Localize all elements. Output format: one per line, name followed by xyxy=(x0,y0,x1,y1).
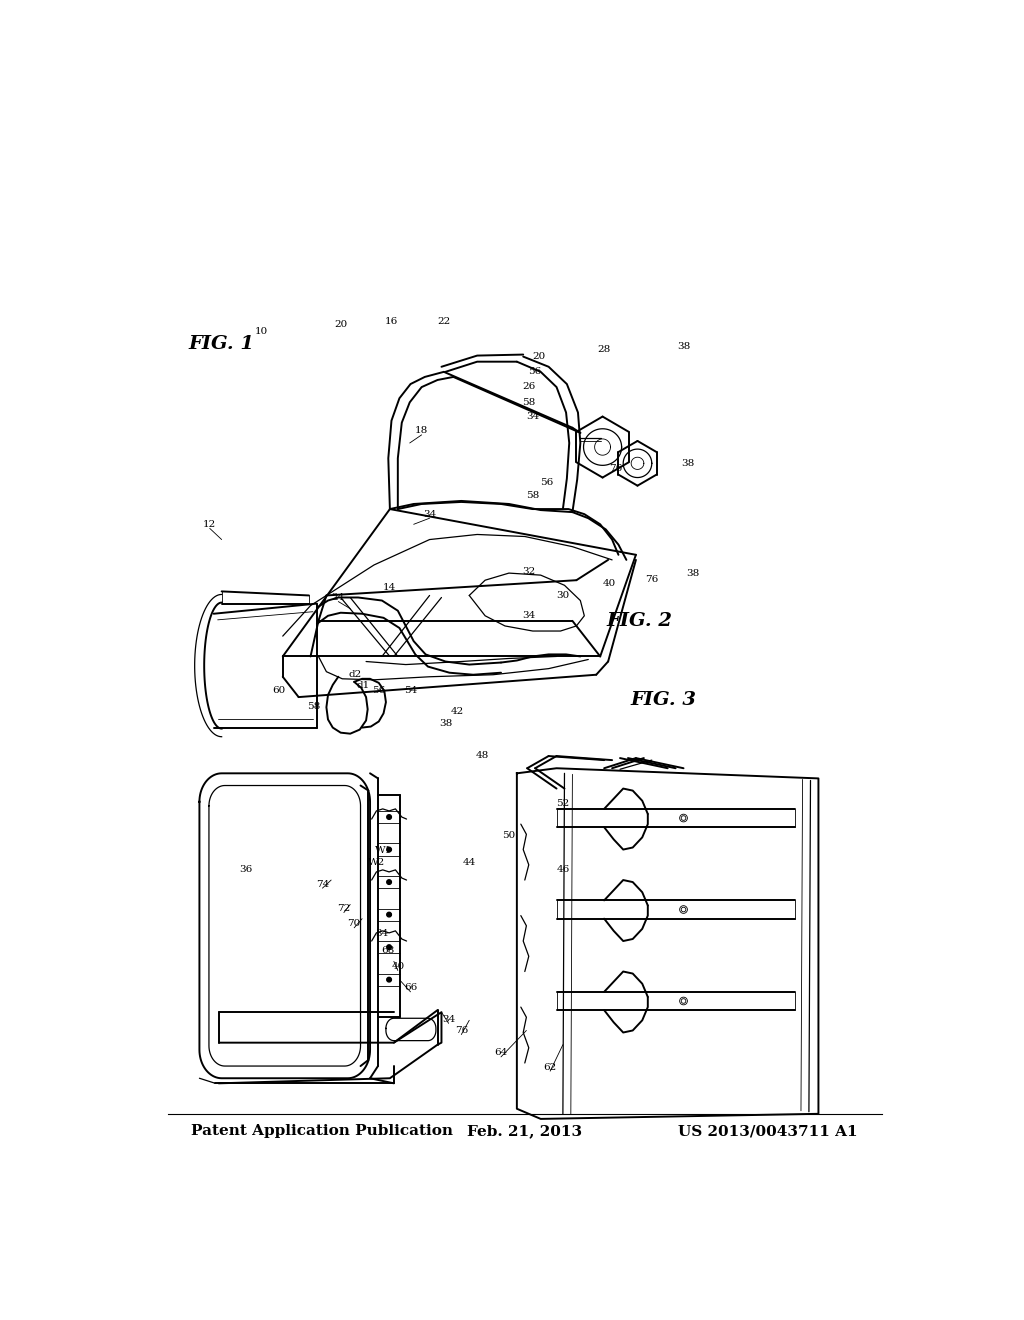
Text: 76: 76 xyxy=(608,463,622,473)
Text: 38: 38 xyxy=(686,569,699,578)
Text: 24: 24 xyxy=(332,593,345,602)
Text: 70: 70 xyxy=(347,919,360,928)
Text: d2: d2 xyxy=(348,671,361,680)
Text: 36: 36 xyxy=(239,866,252,874)
Circle shape xyxy=(387,847,391,851)
Text: 34: 34 xyxy=(522,611,536,620)
Circle shape xyxy=(387,814,391,820)
Text: 68: 68 xyxy=(381,945,394,954)
Text: 50: 50 xyxy=(503,830,515,840)
Text: 58: 58 xyxy=(526,491,540,500)
Text: 48: 48 xyxy=(476,751,489,759)
Text: US 2013/0043711 A1: US 2013/0043711 A1 xyxy=(679,1125,858,1138)
Text: d1: d1 xyxy=(356,681,370,690)
Circle shape xyxy=(387,912,391,917)
Text: 34: 34 xyxy=(423,510,436,519)
Text: FIG. 1: FIG. 1 xyxy=(188,335,255,354)
Text: 10: 10 xyxy=(255,326,268,335)
Text: 40: 40 xyxy=(391,962,404,972)
Text: 20: 20 xyxy=(334,319,347,329)
Text: 40: 40 xyxy=(603,578,616,587)
Text: 32: 32 xyxy=(522,566,536,576)
Text: 26: 26 xyxy=(522,381,536,391)
Text: 38: 38 xyxy=(677,342,690,351)
Text: 56: 56 xyxy=(527,367,541,376)
Text: 56: 56 xyxy=(540,478,553,487)
Text: 74: 74 xyxy=(315,879,329,888)
Text: 18: 18 xyxy=(415,426,428,436)
Text: 64: 64 xyxy=(495,1048,508,1057)
Text: 38: 38 xyxy=(439,719,452,729)
Circle shape xyxy=(387,945,391,949)
Text: 76: 76 xyxy=(645,574,658,583)
Text: 58: 58 xyxy=(522,397,536,407)
Text: 16: 16 xyxy=(385,317,398,326)
Text: W2: W2 xyxy=(368,858,385,867)
Text: 42: 42 xyxy=(451,706,464,715)
Text: 30: 30 xyxy=(556,591,569,601)
Text: 44: 44 xyxy=(463,858,476,867)
Text: 38: 38 xyxy=(681,459,694,467)
Circle shape xyxy=(387,977,391,982)
Text: 54: 54 xyxy=(403,686,417,696)
Text: FIG. 3: FIG. 3 xyxy=(631,692,696,709)
Text: 46: 46 xyxy=(556,866,569,874)
Text: 34: 34 xyxy=(376,929,388,939)
Text: 66: 66 xyxy=(403,983,417,993)
Text: 56: 56 xyxy=(372,686,385,696)
Text: 34: 34 xyxy=(442,1015,456,1024)
Text: 12: 12 xyxy=(203,520,216,529)
Text: W1: W1 xyxy=(375,846,392,855)
Text: Patent Application Publication: Patent Application Publication xyxy=(191,1125,454,1138)
Text: 14: 14 xyxy=(383,583,396,591)
Text: 52: 52 xyxy=(556,800,569,808)
Text: 34: 34 xyxy=(526,412,540,421)
Text: Feb. 21, 2013: Feb. 21, 2013 xyxy=(467,1125,583,1138)
Text: 20: 20 xyxy=(532,352,546,362)
Text: 60: 60 xyxy=(272,686,286,696)
Text: 72: 72 xyxy=(337,904,350,913)
Text: 22: 22 xyxy=(437,317,451,326)
Text: 28: 28 xyxy=(598,345,610,354)
Text: 62: 62 xyxy=(544,1063,557,1072)
Text: FIG. 2: FIG. 2 xyxy=(607,612,673,630)
Text: 76: 76 xyxy=(455,1026,468,1035)
Circle shape xyxy=(387,879,391,884)
Text: 58: 58 xyxy=(307,702,321,710)
